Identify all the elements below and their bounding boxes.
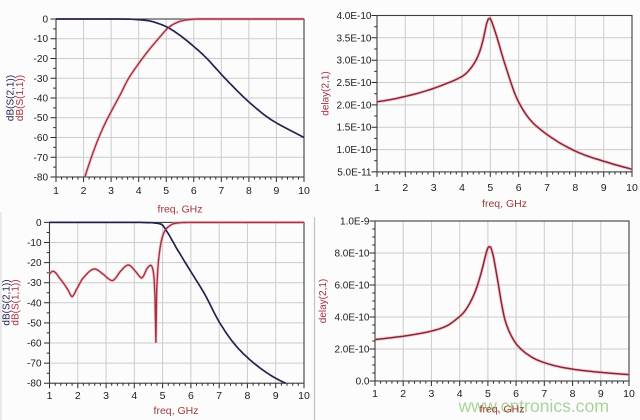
svg-text:2.5E-10: 2.5E-10 bbox=[336, 78, 371, 89]
svg-text:0: 0 bbox=[36, 218, 42, 229]
svg-text:3.0E-10: 3.0E-10 bbox=[336, 56, 371, 67]
svg-text:2: 2 bbox=[402, 182, 408, 194]
svg-text:freq, GHz: freq, GHz bbox=[482, 198, 527, 210]
svg-text:5: 5 bbox=[160, 390, 166, 402]
svg-text:dB(S(2,1)): dB(S(2,1)) bbox=[6, 75, 17, 121]
svg-text:freq, GHz: freq, GHz bbox=[158, 204, 203, 216]
svg-text:6.0E-10: 6.0E-10 bbox=[334, 281, 369, 292]
svg-text:9: 9 bbox=[273, 390, 279, 402]
svg-text:3: 3 bbox=[428, 388, 434, 400]
svg-text:5.0E-11: 5.0E-11 bbox=[337, 167, 372, 178]
svg-text:5: 5 bbox=[163, 185, 169, 197]
svg-text:-40: -40 bbox=[27, 298, 42, 309]
svg-text:3.5E-10: 3.5E-10 bbox=[336, 33, 371, 44]
svg-text:www.cntronics.com: www.cntronics.com bbox=[458, 396, 609, 416]
svg-text:-80: -80 bbox=[34, 173, 49, 184]
svg-text:9: 9 bbox=[601, 182, 607, 194]
svg-text:6: 6 bbox=[516, 182, 522, 194]
svg-text:8: 8 bbox=[570, 388, 576, 400]
svg-text:3: 3 bbox=[108, 185, 114, 197]
svg-text:10: 10 bbox=[298, 390, 310, 402]
svg-text:-20: -20 bbox=[27, 258, 42, 269]
svg-text:8: 8 bbox=[244, 390, 250, 402]
svg-text:1.0E-9: 1.0E-9 bbox=[340, 217, 370, 228]
svg-text:-80: -80 bbox=[27, 379, 42, 390]
svg-text:7: 7 bbox=[541, 388, 547, 400]
svg-text:1: 1 bbox=[47, 390, 53, 402]
svg-text:-10: -10 bbox=[27, 238, 42, 249]
svg-text:6: 6 bbox=[513, 388, 519, 400]
svg-text:8: 8 bbox=[572, 182, 578, 194]
svg-text:8.0E-10: 8.0E-10 bbox=[334, 249, 369, 260]
svg-text:3: 3 bbox=[103, 390, 109, 402]
svg-text:2.0E-10: 2.0E-10 bbox=[334, 345, 369, 356]
svg-text:-30: -30 bbox=[27, 278, 42, 289]
svg-text:1: 1 bbox=[372, 388, 378, 400]
svg-text:-50: -50 bbox=[34, 113, 49, 124]
svg-text:4: 4 bbox=[136, 185, 142, 197]
svg-text:delay(2,1): delay(2,1) bbox=[321, 71, 332, 115]
svg-text:5: 5 bbox=[487, 182, 493, 194]
svg-text:2: 2 bbox=[400, 388, 406, 400]
svg-text:-50: -50 bbox=[27, 318, 42, 329]
svg-text:-70: -70 bbox=[34, 153, 49, 164]
svg-text:dB(S(1,1)): dB(S(1,1)) bbox=[15, 75, 26, 121]
svg-text:-70: -70 bbox=[27, 359, 42, 370]
svg-text:-40: -40 bbox=[34, 94, 49, 105]
svg-text:delay(2,1): delay(2,1) bbox=[318, 279, 329, 323]
svg-text:1: 1 bbox=[53, 185, 59, 197]
svg-text:7: 7 bbox=[544, 182, 550, 194]
svg-text:8: 8 bbox=[246, 185, 252, 197]
svg-text:dB(S(1,1)): dB(S(1,1)) bbox=[11, 279, 22, 325]
svg-text:2.0E-10: 2.0E-10 bbox=[336, 100, 371, 111]
svg-text:-20: -20 bbox=[34, 54, 49, 65]
svg-text:4.0E-10: 4.0E-10 bbox=[334, 313, 369, 324]
svg-text:9: 9 bbox=[598, 388, 604, 400]
svg-text:1.5E-10: 1.5E-10 bbox=[336, 123, 371, 134]
svg-text:0.0: 0.0 bbox=[356, 377, 370, 388]
svg-text:10: 10 bbox=[298, 185, 310, 197]
svg-text:3: 3 bbox=[431, 182, 437, 194]
svg-text:7: 7 bbox=[216, 390, 222, 402]
svg-text:dB(S(2,1)): dB(S(2,1)) bbox=[2, 279, 13, 325]
svg-text:7: 7 bbox=[218, 185, 224, 197]
svg-text:-10: -10 bbox=[34, 34, 49, 45]
svg-text:9: 9 bbox=[273, 185, 279, 197]
svg-text:-60: -60 bbox=[34, 133, 49, 144]
svg-text:4: 4 bbox=[457, 388, 463, 400]
svg-text:2: 2 bbox=[81, 185, 87, 197]
svg-text:10: 10 bbox=[623, 388, 635, 400]
svg-text:6: 6 bbox=[191, 185, 197, 197]
svg-text:0: 0 bbox=[42, 15, 48, 26]
svg-text:-60: -60 bbox=[27, 339, 42, 350]
svg-text:1.0E-10: 1.0E-10 bbox=[336, 145, 371, 156]
svg-text:1: 1 bbox=[374, 182, 380, 194]
svg-text:2: 2 bbox=[75, 390, 81, 402]
svg-text:freq, GHz: freq, GHz bbox=[480, 404, 525, 416]
svg-text:6: 6 bbox=[188, 390, 194, 402]
svg-text:4: 4 bbox=[131, 390, 137, 402]
svg-text:freq, GHz: freq, GHz bbox=[154, 405, 199, 417]
svg-text:4: 4 bbox=[459, 182, 465, 194]
svg-text:10: 10 bbox=[626, 182, 638, 194]
svg-text:-30: -30 bbox=[34, 74, 49, 85]
svg-text:5: 5 bbox=[485, 388, 491, 400]
svg-text:4.0E-10: 4.0E-10 bbox=[336, 11, 371, 22]
